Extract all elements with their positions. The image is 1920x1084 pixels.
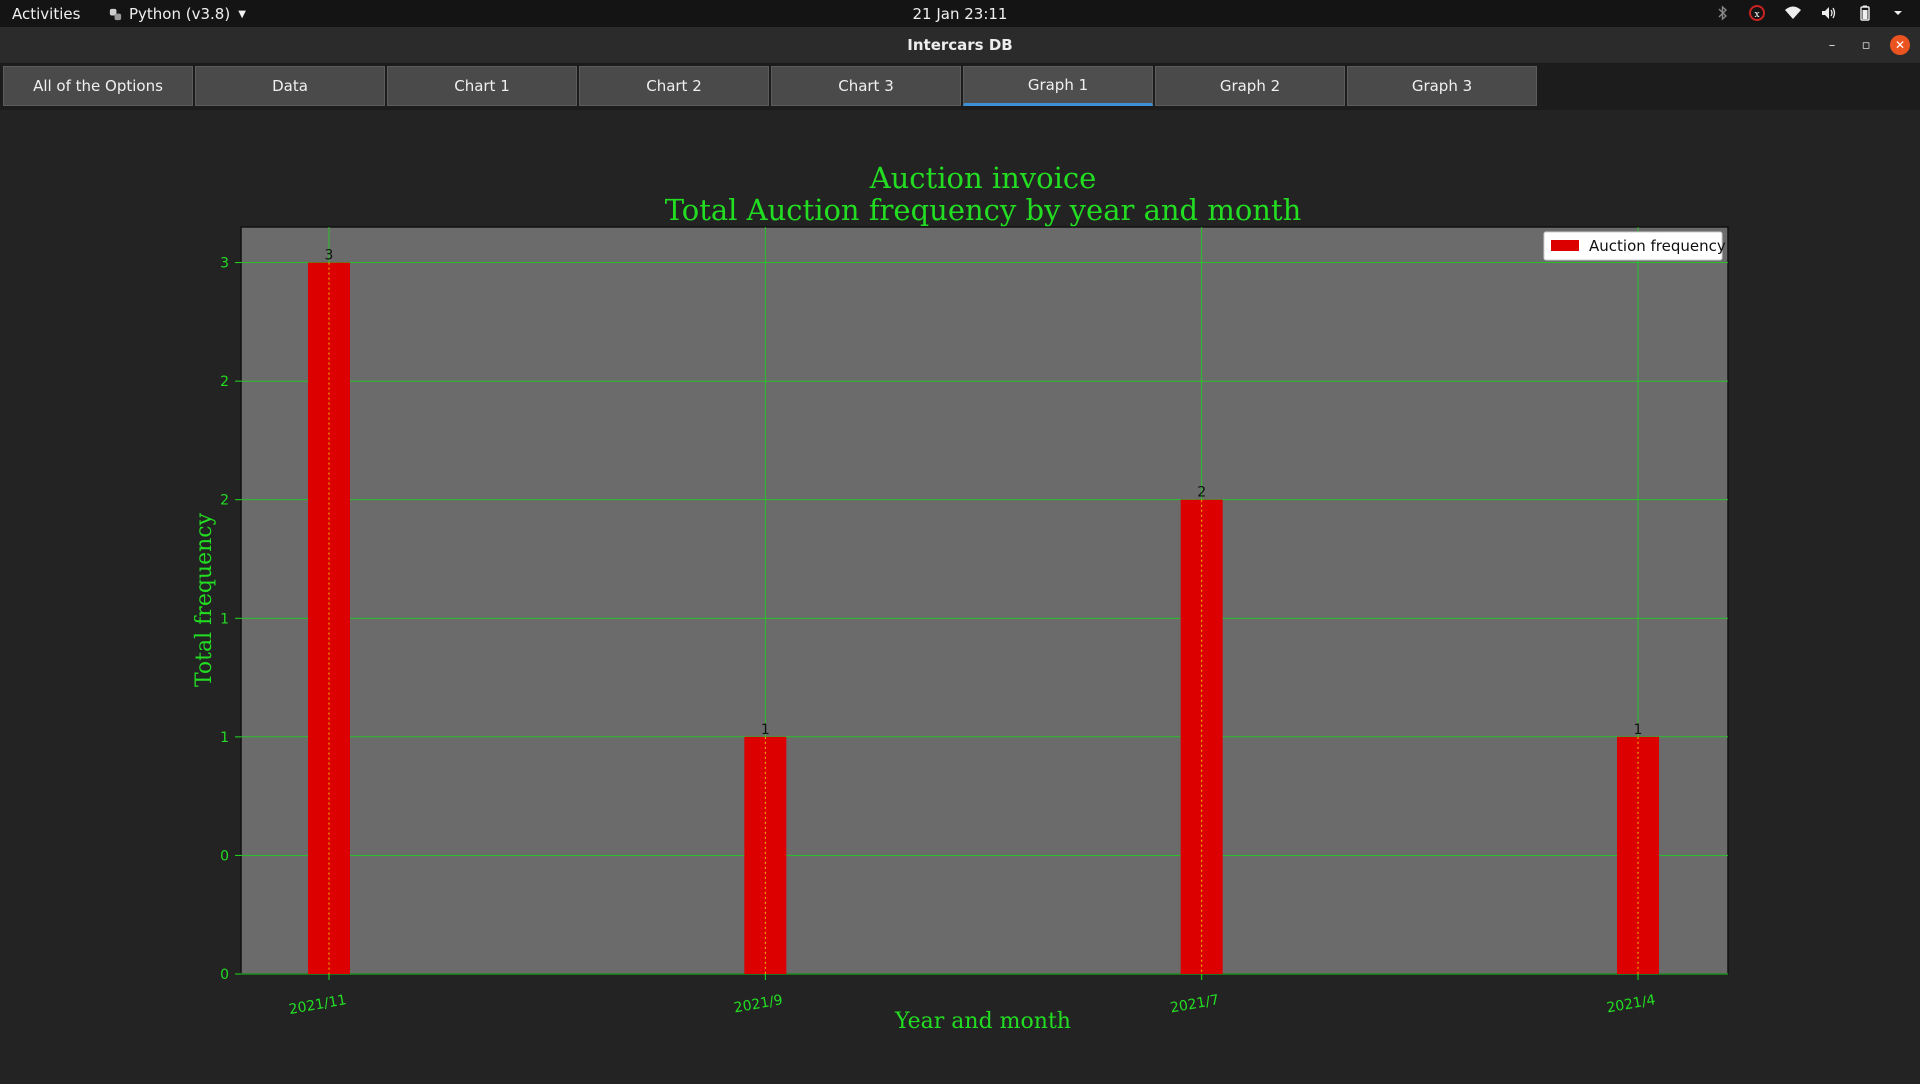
wifi-icon[interactable] bbox=[1784, 4, 1802, 22]
tab-data[interactable]: Data bbox=[195, 66, 385, 106]
chart-subtitle: Total Auction frequency by year and mont… bbox=[665, 193, 1302, 227]
y-tick-label: 2 bbox=[220, 493, 229, 509]
clock[interactable]: 21 Jan 23:11 bbox=[912, 5, 1008, 23]
plot-area bbox=[240, 226, 1729, 975]
x-tick-label: 2021/7 bbox=[1169, 992, 1220, 1016]
system-tray[interactable]: x bbox=[1716, 4, 1904, 22]
x-tick-label: 2021/4 bbox=[1605, 992, 1656, 1016]
window-title-bar[interactable]: Intercars DB – ▫ ✕ bbox=[0, 27, 1920, 64]
bar-data-label: 2 bbox=[1197, 485, 1206, 501]
app-menu[interactable]: Python (v3.8) ▼ bbox=[108, 5, 246, 23]
window-title: Intercars DB bbox=[907, 36, 1013, 54]
y-axis-label: Total frequency bbox=[192, 512, 217, 687]
system-top-bar: Activities Python (v3.8) ▼ 21 Jan 23:11 … bbox=[0, 0, 1920, 27]
chart-area: Auction invoice Total Auction frequency … bbox=[0, 110, 1920, 1080]
system-menu-chevron-icon[interactable] bbox=[1892, 4, 1904, 22]
indicator-icon[interactable]: x bbox=[1748, 4, 1766, 22]
tab-graph-3[interactable]: Graph 3 bbox=[1347, 66, 1537, 106]
bar-data-label: 1 bbox=[1634, 722, 1643, 738]
minimize-icon[interactable]: – bbox=[1828, 37, 1836, 53]
tab-graph-2[interactable]: Graph 2 bbox=[1155, 66, 1345, 106]
volume-icon[interactable] bbox=[1820, 4, 1838, 22]
chevron-down-icon: ▼ bbox=[238, 8, 246, 20]
activities-button[interactable]: Activities bbox=[12, 5, 81, 23]
close-icon[interactable]: ✕ bbox=[1890, 35, 1910, 55]
bar-chart: Auction invoice Total Auction frequency … bbox=[192, 161, 1729, 1034]
bars: 3 1 2 1 bbox=[308, 248, 1659, 974]
window-controls: – ▫ ✕ bbox=[1822, 35, 1910, 55]
bar-data-label: 1 bbox=[761, 722, 770, 738]
y-tick-label: 2 bbox=[220, 374, 229, 390]
restore-icon[interactable]: ▫ bbox=[1861, 37, 1871, 53]
tab-graph-1[interactable]: Graph 1 bbox=[963, 66, 1153, 106]
python-icon bbox=[109, 8, 122, 20]
y-tick-label: 0 bbox=[220, 848, 229, 864]
tab-chart-3[interactable]: Chart 3 bbox=[771, 66, 961, 106]
legend-swatch bbox=[1551, 240, 1579, 251]
battery-icon[interactable] bbox=[1856, 4, 1874, 22]
bar bbox=[744, 736, 787, 974]
legend: Auction frequency bbox=[1543, 231, 1726, 261]
y-tick-label: 3 bbox=[220, 256, 229, 272]
y-tick-label: 1 bbox=[220, 611, 229, 627]
tab-chart-2[interactable]: Chart 2 bbox=[579, 66, 769, 106]
bar-data-label: 3 bbox=[325, 248, 334, 264]
tab-chart-1[interactable]: Chart 1 bbox=[387, 66, 577, 106]
tab-all-of-the-options[interactable]: All of the Options bbox=[3, 66, 193, 106]
x-tick-label: 2021/9 bbox=[733, 992, 784, 1016]
x-tick-label: 2021/11 bbox=[288, 992, 348, 1018]
y-tick-label: 1 bbox=[220, 730, 229, 746]
bluetooth-icon[interactable] bbox=[1716, 4, 1730, 22]
legend-box bbox=[1543, 231, 1723, 261]
tab-bar: All of the Options Data Chart 1 Chart 2 … bbox=[0, 64, 1920, 111]
bar bbox=[1617, 736, 1659, 974]
svg-text:x: x bbox=[1754, 10, 1759, 20]
y-tick-label: 0 bbox=[220, 967, 229, 983]
app-menu-label: Python (v3.8) bbox=[129, 5, 231, 23]
legend-label: Auction frequency bbox=[1589, 237, 1726, 255]
x-axis-label: Year and month bbox=[894, 1009, 1071, 1034]
chart-title: Auction invoice bbox=[869, 161, 1097, 195]
y-axis-ticks: 0 0 1 1 2 2 3 bbox=[220, 256, 241, 983]
